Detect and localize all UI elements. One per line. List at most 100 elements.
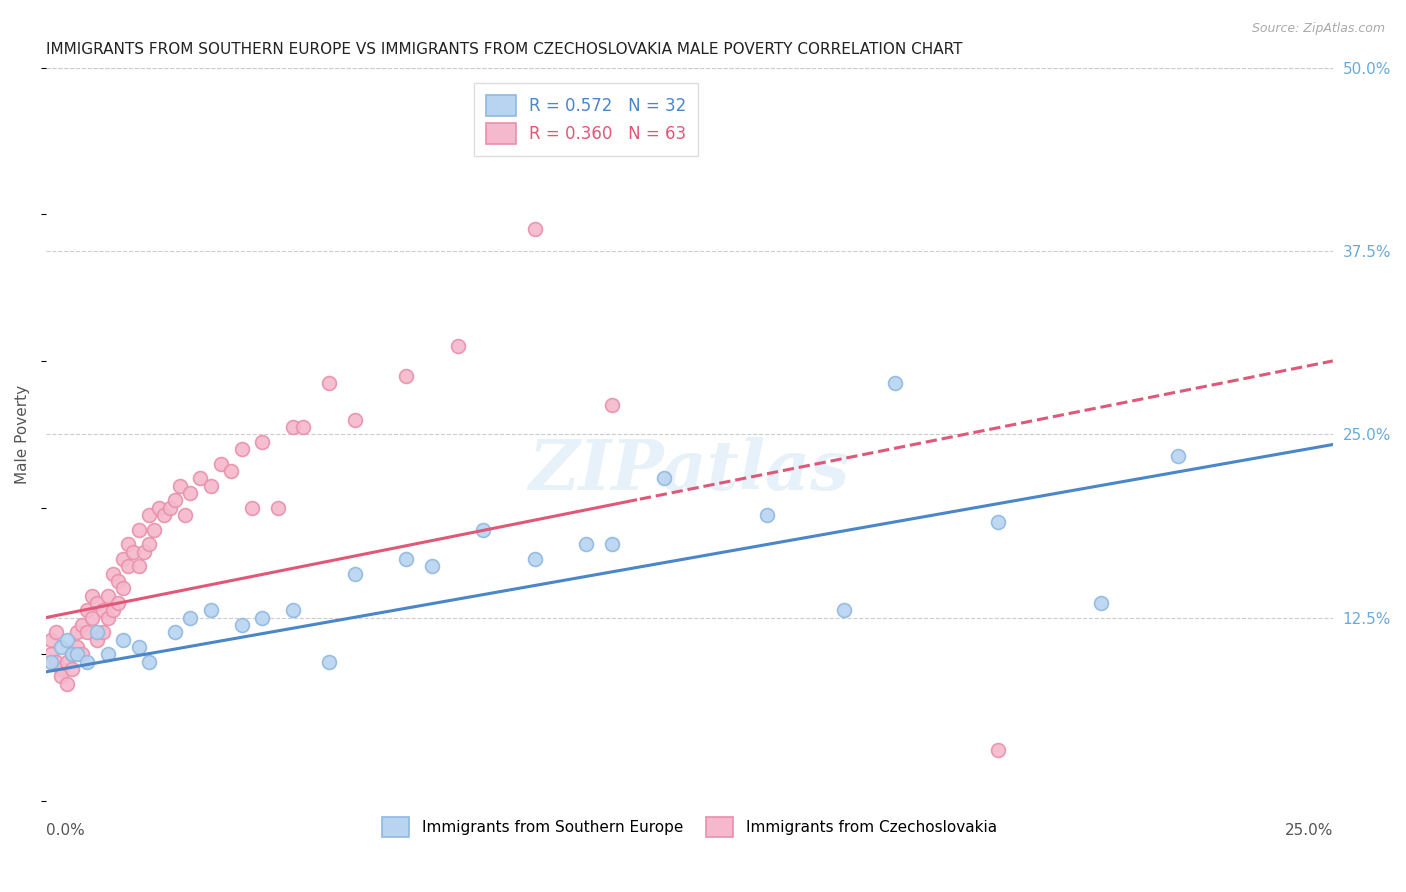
Point	[45, 655, 67, 669]
Point	[884, 376, 907, 390]
Point	[66, 625, 89, 640]
Point	[600, 398, 623, 412]
Point	[159, 500, 181, 515]
Point	[395, 368, 418, 383]
Point	[343, 412, 366, 426]
Point	[200, 603, 222, 617]
Text: 0.0%: 0.0%	[46, 823, 84, 838]
Point	[987, 742, 1010, 756]
Text: 25.0%: 25.0%	[1285, 823, 1333, 838]
Point	[832, 603, 855, 617]
Point	[70, 647, 93, 661]
Point	[132, 544, 155, 558]
Legend: Immigrants from Southern Europe, Immigrants from Czechoslovakia: Immigrants from Southern Europe, Immigra…	[374, 810, 1004, 845]
Point	[292, 420, 315, 434]
Point	[60, 647, 83, 661]
Point	[60, 647, 83, 661]
Point	[86, 632, 108, 647]
Point	[117, 537, 139, 551]
Text: ZIPatlas: ZIPatlas	[529, 437, 851, 505]
Point	[55, 632, 77, 647]
Point	[138, 655, 160, 669]
Point	[174, 508, 197, 522]
Point	[82, 589, 104, 603]
Point	[107, 596, 129, 610]
Point	[209, 457, 232, 471]
Point	[148, 500, 170, 515]
Point	[231, 442, 253, 456]
Point	[82, 610, 104, 624]
Point	[112, 581, 135, 595]
Point	[128, 523, 150, 537]
Point	[107, 574, 129, 588]
Point	[281, 420, 304, 434]
Point	[70, 618, 93, 632]
Point	[60, 662, 83, 676]
Point	[1167, 450, 1189, 464]
Point	[987, 515, 1010, 529]
Point	[231, 618, 253, 632]
Point	[101, 566, 124, 581]
Point	[395, 552, 418, 566]
Point	[39, 647, 62, 661]
Point	[138, 537, 160, 551]
Point	[200, 478, 222, 492]
Point	[122, 544, 145, 558]
Point	[97, 589, 120, 603]
Point	[153, 508, 176, 522]
Point	[523, 222, 546, 236]
Point	[66, 640, 89, 654]
Point	[97, 647, 120, 661]
Point	[86, 625, 108, 640]
Point	[143, 523, 166, 537]
Point	[51, 640, 73, 654]
Point	[163, 625, 186, 640]
Point	[1090, 596, 1112, 610]
Point	[138, 508, 160, 522]
Point	[128, 640, 150, 654]
Point	[219, 464, 242, 478]
Point	[163, 493, 186, 508]
Point	[523, 552, 546, 566]
Point	[55, 676, 77, 690]
Point	[179, 610, 201, 624]
Point	[318, 376, 340, 390]
Point	[55, 655, 77, 669]
Point	[76, 655, 98, 669]
Point	[51, 669, 73, 683]
Point	[101, 603, 124, 617]
Point	[240, 500, 263, 515]
Point	[755, 508, 778, 522]
Point	[128, 559, 150, 574]
Point	[45, 625, 67, 640]
Point	[575, 537, 598, 551]
Point	[250, 434, 273, 449]
Y-axis label: Male Poverty: Male Poverty	[15, 384, 30, 483]
Point	[51, 662, 73, 676]
Point	[652, 471, 675, 485]
Point	[117, 559, 139, 574]
Point	[91, 625, 114, 640]
Point	[318, 655, 340, 669]
Point	[250, 610, 273, 624]
Point	[112, 552, 135, 566]
Point	[39, 655, 62, 669]
Point	[420, 559, 443, 574]
Point	[266, 500, 288, 515]
Point	[97, 610, 120, 624]
Point	[66, 647, 89, 661]
Point	[343, 566, 366, 581]
Point	[447, 339, 470, 353]
Point	[169, 478, 191, 492]
Point	[112, 632, 135, 647]
Point	[86, 596, 108, 610]
Point	[179, 486, 201, 500]
Point	[472, 523, 495, 537]
Point	[76, 625, 98, 640]
Text: IMMIGRANTS FROM SOUTHERN EUROPE VS IMMIGRANTS FROM CZECHOSLOVAKIA MALE POVERTY C: IMMIGRANTS FROM SOUTHERN EUROPE VS IMMIG…	[46, 42, 963, 57]
Point	[600, 537, 623, 551]
Text: Source: ZipAtlas.com: Source: ZipAtlas.com	[1251, 22, 1385, 36]
Point	[76, 603, 98, 617]
Point	[39, 632, 62, 647]
Point	[281, 603, 304, 617]
